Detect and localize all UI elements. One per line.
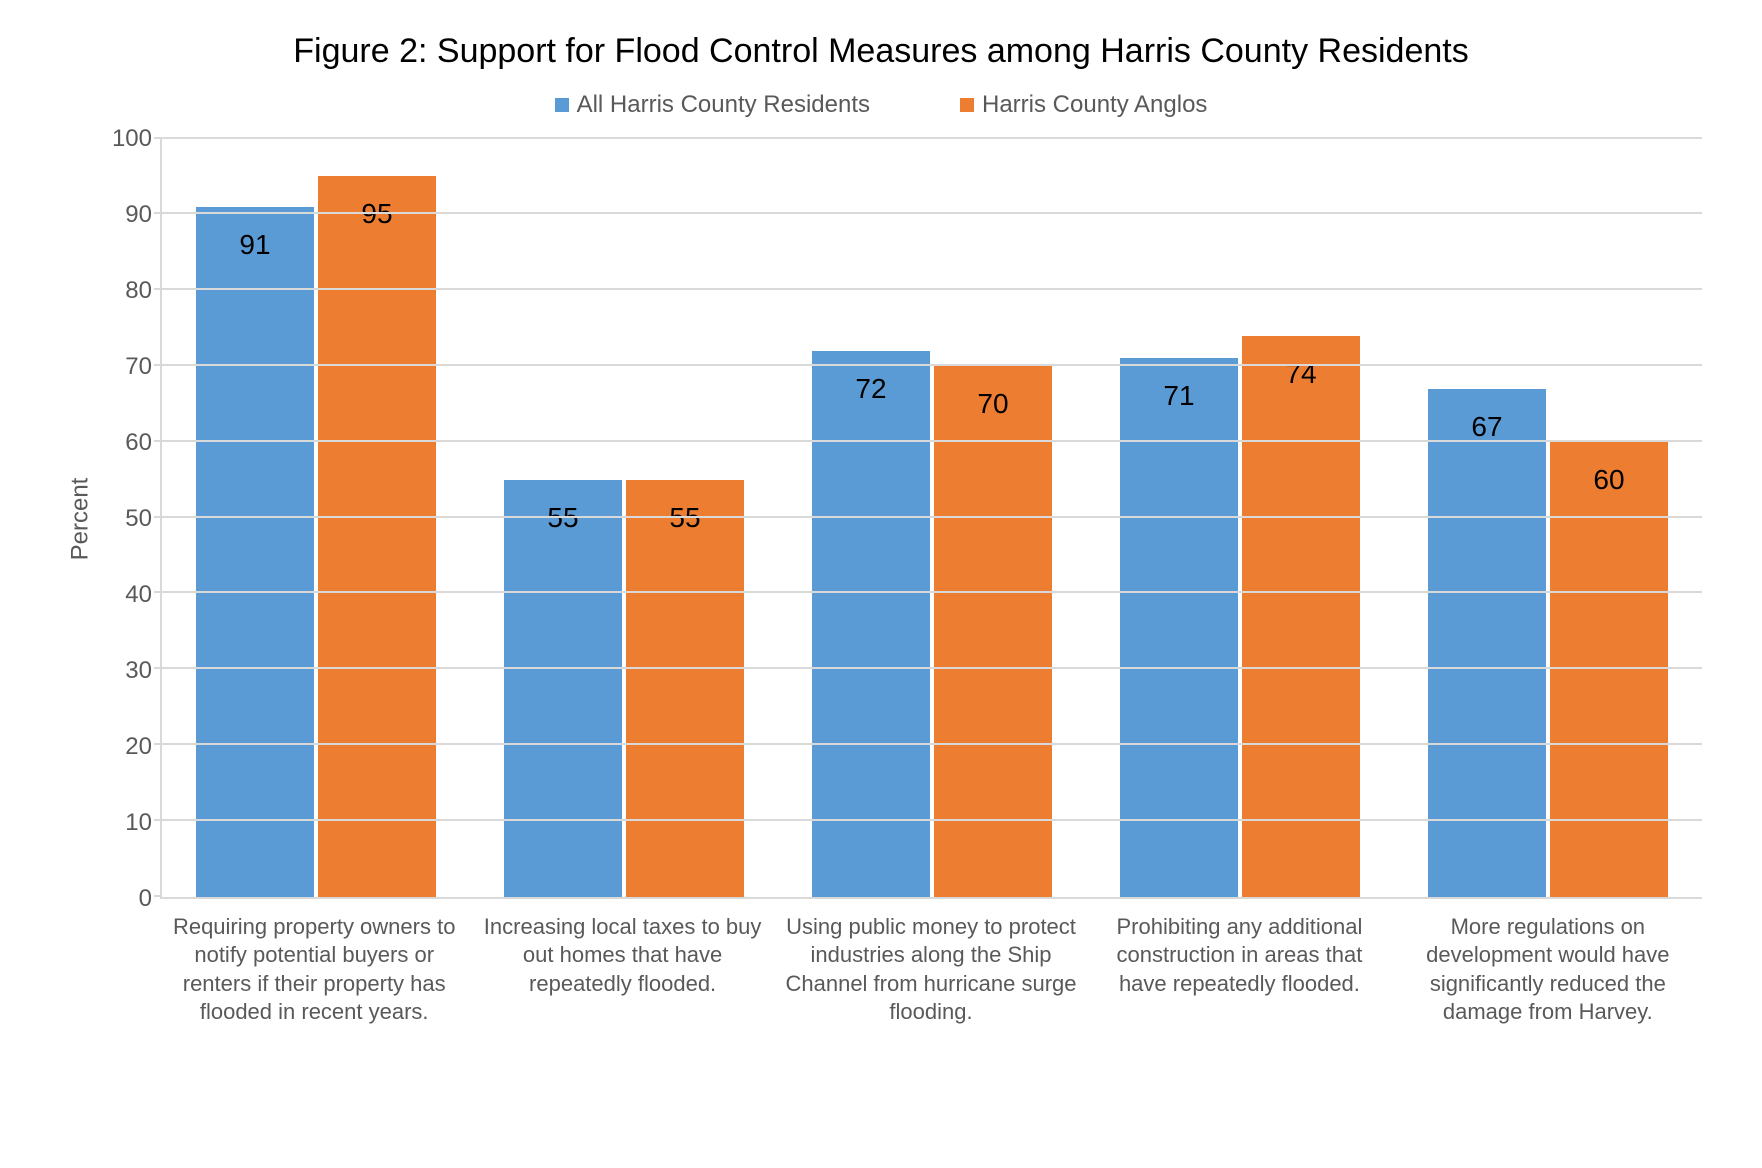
bar-value-label: 67 [1471,411,1502,443]
y-tick: 20 [100,733,152,761]
bar-value-label: 95 [361,198,392,230]
y-tick: 40 [100,581,152,609]
x-category-label: More regulations on development would ha… [1394,913,1702,1027]
chart-title: Figure 2: Support for Flood Control Meas… [181,30,1581,73]
y-tick: 90 [100,201,152,229]
bar-group: 72 70 [778,139,1086,897]
gridline [162,137,1702,139]
bar-value-label: 71 [1163,380,1194,412]
bar-groups: 91 95 55 55 72 70 71 74 67 60 [162,139,1702,897]
legend-swatch-0 [555,98,569,112]
plot-row: Percent 0102030405060708090100 919555557… [60,139,1702,899]
bar: 72 [812,351,930,897]
bar-value-label: 72 [855,373,886,405]
y-tick-mark [154,895,162,897]
gridline [162,591,1702,593]
bar: 74 [1242,336,1360,897]
bar-group: 55 55 [470,139,778,897]
bar-chart: Figure 2: Support for Flood Control Meas… [0,0,1762,1168]
bar-value-label: 55 [669,502,700,534]
y-tick: 0 [100,885,152,913]
bar: 70 [934,366,1052,897]
bar-group: 71 74 [1086,139,1394,897]
x-category-label: Prohibiting any additional construction … [1085,913,1393,1027]
gridline [162,364,1702,366]
y-tick-mark [154,364,162,366]
y-tick: 60 [100,429,152,457]
gridline [162,288,1702,290]
gridline [162,743,1702,745]
bar-value-label: 60 [1593,464,1624,496]
legend-item-series-1: Harris County Anglos [960,91,1207,119]
y-tick-mark [154,743,162,745]
bar: 91 [196,207,314,897]
y-tick: 50 [100,505,152,533]
y-axis-label: Percent [66,477,94,560]
y-tick-mark [154,516,162,518]
gridline [162,667,1702,669]
plot-area: 91 95 55 55 72 70 71 74 67 60 [160,139,1702,899]
x-category-label: Using public money to protect industries… [777,913,1085,1027]
y-tick-mark [154,137,162,139]
legend-label-1: Harris County Anglos [982,91,1207,119]
x-labels: Requiring property owners to notify pote… [160,913,1702,1027]
y-tick-mark [154,212,162,214]
legend-item-series-0: All Harris County Residents [555,91,870,119]
bar-group: 67 60 [1394,139,1702,897]
bar: 55 [504,480,622,897]
gridline [162,819,1702,821]
legend: All Harris County Residents Harris Count… [60,91,1702,119]
legend-swatch-1 [960,98,974,112]
bar-value-label: 74 [1285,358,1316,390]
x-category-label: Requiring property owners to notify pote… [160,913,468,1027]
y-tick-mark [154,591,162,593]
y-tick-mark [154,288,162,290]
y-tick-mark [154,667,162,669]
gridline [162,212,1702,214]
y-tick-mark [154,819,162,821]
gridline [162,440,1702,442]
bar-value-label: 55 [547,502,578,534]
bar-value-label: 70 [977,388,1008,420]
y-tick-column: 0102030405060708090100 [100,139,160,899]
x-category-label: Increasing local taxes to buy out homes … [468,913,776,1027]
legend-label-0: All Harris County Residents [577,91,870,119]
y-tick-mark [154,440,162,442]
bar: 55 [626,480,744,897]
bar-group: 91 95 [162,139,470,897]
y-tick: 80 [100,277,152,305]
y-axis-label-container: Percent [60,139,100,899]
y-tick: 30 [100,657,152,685]
gridline [162,516,1702,518]
bar-value-label: 91 [239,229,270,261]
bar: 95 [318,176,436,896]
y-tick: 10 [100,809,152,837]
y-tick: 70 [100,353,152,381]
y-tick: 100 [100,125,152,153]
